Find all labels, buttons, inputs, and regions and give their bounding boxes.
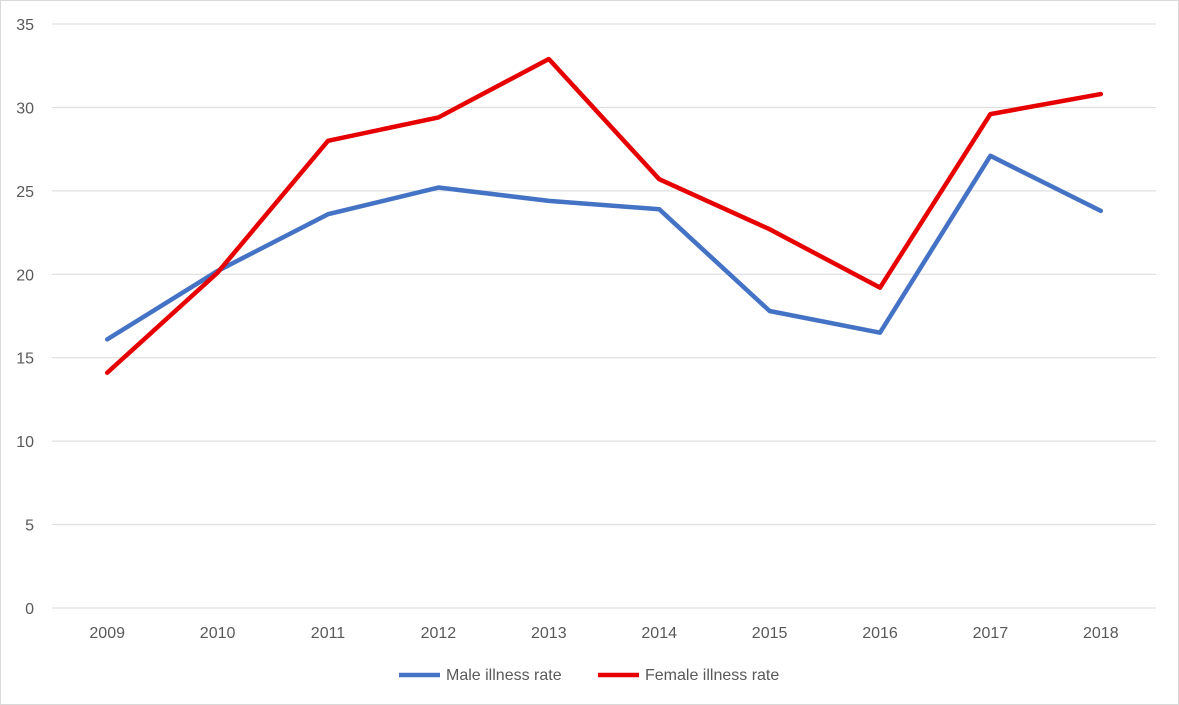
series-lines [104,56,1104,375]
y-tick-label-10: 10 [16,434,34,451]
y-tick-label-0: 0 [25,601,34,618]
y-tick-label-5: 5 [25,518,34,535]
y-tick-label-30: 30 [16,100,34,117]
y-axis-labels: 0 5 10 15 20 25 30 35 [16,17,34,618]
x-tick-label-2018: 2018 [1083,625,1119,642]
x-tick-label-2017: 2017 [973,625,1009,642]
x-tick-label-2015: 2015 [752,625,788,642]
legend-label-female-illness-rate: Female illness rate [645,667,779,684]
x-tick-label-2012: 2012 [421,625,457,642]
male-illness-rate-line [104,153,1104,342]
x-tick-label-2011: 2011 [311,625,346,642]
legend-label-male-illness-rate: Male illness rate [446,667,562,684]
x-axis-labels: 2009 2010 2011 2012 2013 2014 2015 2016 … [89,625,1118,642]
y-tick-label-25: 25 [16,184,34,201]
x-tick-label-2009: 2009 [89,625,125,642]
female-illness-rate-line [104,56,1104,375]
x-tick-label-2014: 2014 [641,625,677,642]
legend: Male illness rate Female illness rate [399,667,779,684]
y-tick-label-35: 35 [16,17,34,34]
x-tick-label-2010: 2010 [200,625,236,642]
x-tick-label-2016: 2016 [862,625,898,642]
y-tick-label-20: 20 [16,267,34,284]
gridlines [52,23,1156,609]
y-tick-label-15: 15 [16,351,34,368]
x-tick-label-2013: 2013 [531,625,567,642]
